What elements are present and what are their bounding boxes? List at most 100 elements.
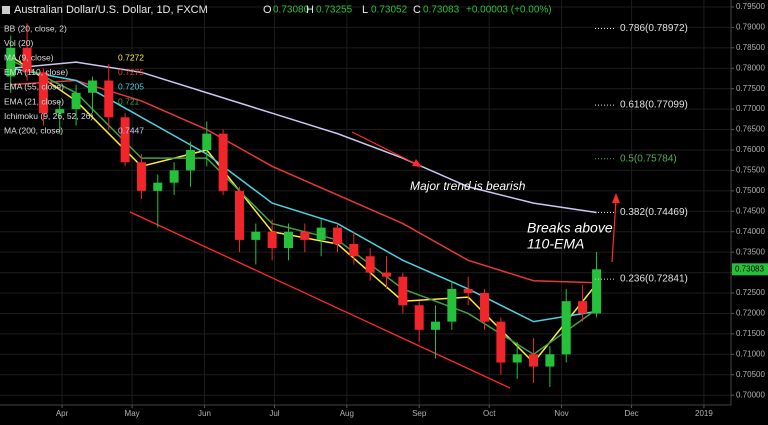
y-tick-label: 0.72500 bbox=[736, 288, 765, 297]
annotation: Breaks above bbox=[527, 220, 613, 236]
y-tick-label: 0.75000 bbox=[736, 186, 765, 195]
candle-body bbox=[332, 227, 342, 244]
candle-body bbox=[316, 227, 326, 240]
candle-body bbox=[218, 133, 228, 191]
ohlc-value: 0.73083 bbox=[423, 5, 460, 16]
ohlc-value: 0.73080 bbox=[273, 5, 310, 16]
x-tick-label: Jul bbox=[269, 409, 279, 418]
candle-body bbox=[55, 109, 65, 114]
y-tick-label: 0.71000 bbox=[736, 349, 765, 358]
annotation: Major trend is bearish bbox=[410, 179, 526, 193]
breakout-arrow-head bbox=[612, 193, 620, 203]
breakout-arrow bbox=[611, 199, 617, 263]
axes: 0.70000 0.70500 0.71000 0.71500 0.72000 0.725… bbox=[56, 2, 768, 418]
y-tick-label: 0.70000 bbox=[736, 390, 765, 399]
fib-level-label: 0.786(0.78972) bbox=[620, 23, 688, 34]
candle-body bbox=[202, 133, 212, 150]
y-tick-label: 0.76500 bbox=[736, 125, 765, 134]
header: Australian Dollar/U.S. Dollar, 1D, FXCM … bbox=[2, 4, 552, 16]
annotation: 110-EMA bbox=[527, 236, 584, 252]
y-tick-label: 0.76000 bbox=[736, 145, 765, 154]
legend-value: 0.7205 bbox=[118, 82, 144, 92]
x-tick-label: Nov bbox=[554, 409, 568, 418]
ohlc-value: 0.73052 bbox=[371, 5, 408, 16]
candle-body bbox=[480, 293, 490, 322]
y-tick-label: 0.78500 bbox=[736, 43, 765, 52]
ohlc-change: +0.00003 (+0.00%) bbox=[466, 5, 552, 16]
y-tick-label: 0.74000 bbox=[736, 227, 765, 236]
candle-body bbox=[104, 80, 114, 118]
ohlc-key: C bbox=[413, 4, 421, 16]
legend-label: Vol (20) bbox=[4, 38, 33, 48]
price-axis-background bbox=[731, 0, 768, 425]
symbol-title: Australian Dollar/U.S. Dollar, 1D, FXCM bbox=[14, 4, 208, 16]
candle-body bbox=[6, 47, 16, 77]
bearish-arrow bbox=[351, 131, 419, 166]
x-tick-label: 2019 bbox=[695, 409, 713, 418]
candle-body bbox=[431, 321, 441, 330]
candle-body bbox=[447, 288, 457, 322]
y-tick-label: 0.77500 bbox=[736, 84, 765, 93]
fib-level-label: 0.5(0.75784) bbox=[620, 153, 677, 164]
fib-levels: 0.786(0.78972) 0.618(0.77099) 0.5(0.75784)… bbox=[595, 23, 688, 285]
legend-label: BB (20, close, 2) bbox=[4, 23, 67, 33]
candle-body bbox=[463, 288, 473, 294]
y-tick-label: 0.78000 bbox=[736, 63, 765, 72]
x-tick-label: Jun bbox=[198, 409, 211, 418]
fib-level-label: 0.236(0.72841) bbox=[620, 274, 688, 285]
candle-body bbox=[283, 231, 293, 249]
fib-level-label: 0.382(0.74469) bbox=[620, 207, 688, 218]
candle-body bbox=[561, 301, 571, 355]
x-tick-label: Dec bbox=[624, 409, 638, 418]
legend-label: EMA (55, close) bbox=[4, 82, 64, 92]
ohlc-key: L bbox=[362, 4, 368, 16]
legend-label: MA (9, close) bbox=[4, 52, 54, 62]
candle-body bbox=[414, 305, 424, 330]
legend-value: 0.7447 bbox=[118, 125, 144, 135]
candle-body bbox=[71, 92, 81, 110]
candle-body bbox=[529, 354, 539, 367]
candle-body bbox=[251, 231, 261, 240]
bearish-arrow-head bbox=[412, 159, 422, 167]
trend-channel-line bbox=[129, 211, 511, 389]
legend-value: 0.7275 bbox=[118, 67, 144, 77]
last-price-label: 0.73083 bbox=[735, 264, 764, 273]
legend-value: 0.7272 bbox=[118, 52, 144, 62]
fib-level-label: 0.618(0.77099) bbox=[620, 100, 688, 111]
candle-body bbox=[592, 269, 602, 314]
legend-label: Ichimoku (9, 26, 52, 26) bbox=[4, 111, 93, 121]
y-tick-label: 0.72000 bbox=[736, 309, 765, 318]
candle-body bbox=[234, 190, 244, 240]
candle-body bbox=[169, 170, 179, 183]
legend-label: EMA (110, close) bbox=[4, 67, 68, 77]
candle-body bbox=[22, 47, 32, 73]
candle-body bbox=[136, 162, 146, 191]
legend-value: 0.721 bbox=[118, 96, 140, 106]
candle-body bbox=[120, 117, 130, 163]
ohlc-value: 0.73255 bbox=[316, 5, 353, 16]
legend-label: EMA (21, close) bbox=[4, 96, 64, 106]
candles bbox=[6, 23, 602, 388]
candle-body bbox=[185, 149, 195, 171]
candle-body bbox=[578, 301, 588, 314]
candle-body bbox=[512, 354, 522, 363]
y-tick-label: 0.79500 bbox=[736, 2, 765, 11]
candle-body bbox=[365, 256, 375, 273]
legend-label: MA (200, close) bbox=[4, 125, 63, 135]
candle-body bbox=[38, 72, 48, 114]
candle-body bbox=[153, 182, 163, 191]
candle-body bbox=[87, 80, 97, 93]
y-tick-label: 0.77000 bbox=[736, 104, 765, 113]
ohlc-key: O bbox=[263, 4, 272, 16]
y-tick-label: 0.73500 bbox=[736, 247, 765, 256]
x-tick-label: Sep bbox=[412, 409, 427, 418]
candle-body bbox=[267, 231, 277, 249]
legend: BB (20, close, 2) Vol (20) MA (9, close) 0.… bbox=[4, 23, 144, 135]
x-tick-label: Aug bbox=[340, 409, 354, 418]
x-tick-label: Oct bbox=[483, 409, 496, 418]
symbol-icon bbox=[2, 6, 10, 14]
candle-body bbox=[398, 276, 408, 306]
y-tick-label: 0.71500 bbox=[736, 329, 765, 338]
y-tick-label: 0.79000 bbox=[736, 22, 765, 31]
